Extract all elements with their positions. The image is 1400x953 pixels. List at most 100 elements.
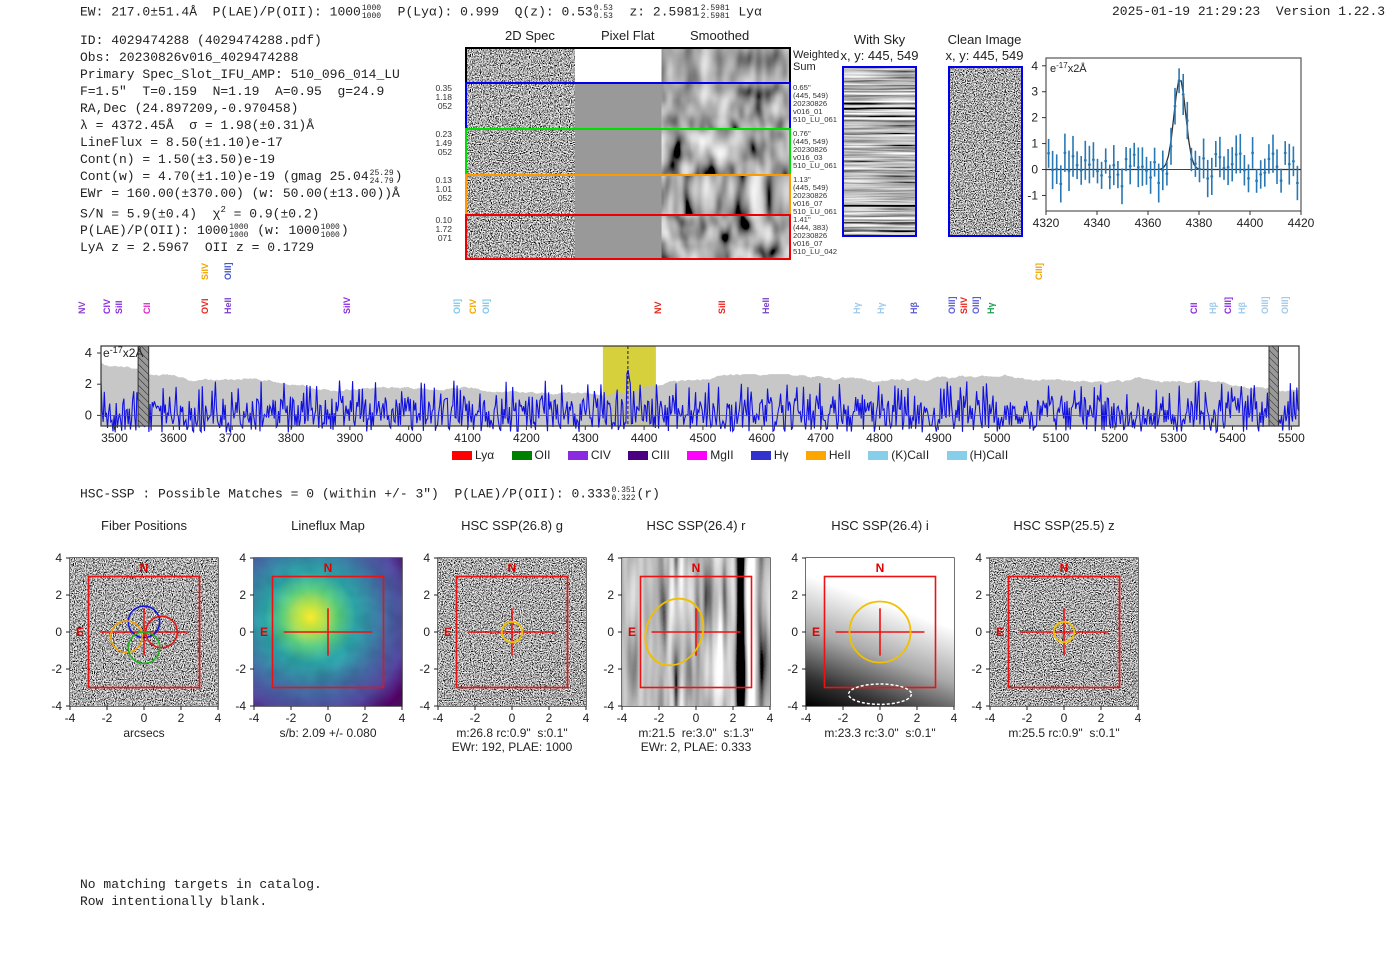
- svg-text:-4: -4: [971, 699, 982, 713]
- svg-text:4900: 4900: [925, 431, 952, 445]
- svg-text:-2: -2: [51, 662, 62, 676]
- svg-text:4: 4: [1135, 711, 1142, 725]
- svg-text:4: 4: [951, 711, 958, 725]
- svg-text:4600: 4600: [748, 431, 775, 445]
- svg-text:5400: 5400: [1219, 431, 1246, 445]
- svg-text:2: 2: [914, 711, 921, 725]
- svg-text:N: N: [324, 561, 333, 575]
- svg-text:3600: 3600: [160, 431, 187, 445]
- svg-text:E: E: [76, 625, 84, 639]
- svg-text:E: E: [444, 625, 452, 639]
- svg-text:4: 4: [767, 711, 774, 725]
- svg-text:5500: 5500: [1278, 431, 1305, 445]
- svg-text:2: 2: [730, 711, 737, 725]
- svg-text:4: 4: [239, 551, 246, 565]
- svg-text:4340: 4340: [1084, 216, 1111, 230]
- svg-text:E: E: [996, 625, 1004, 639]
- svg-text:-4: -4: [65, 711, 76, 725]
- svg-text:2: 2: [546, 711, 553, 725]
- svg-text:0: 0: [423, 625, 430, 639]
- svg-text:4700: 4700: [807, 431, 834, 445]
- svg-text:0: 0: [1031, 163, 1038, 177]
- svg-text:0: 0: [607, 625, 614, 639]
- svg-text:4: 4: [607, 551, 614, 565]
- svg-text:1: 1: [1031, 137, 1038, 151]
- svg-text:4400: 4400: [1237, 216, 1264, 230]
- svg-text:E: E: [628, 625, 636, 639]
- svg-text:2: 2: [239, 588, 246, 602]
- svg-text:0: 0: [85, 407, 92, 422]
- svg-text:-2: -2: [654, 711, 665, 725]
- svg-text:4: 4: [975, 551, 982, 565]
- svg-text:2: 2: [607, 588, 614, 602]
- svg-text:-2: -2: [971, 662, 982, 676]
- svg-text:-2: -2: [838, 711, 849, 725]
- svg-text:0: 0: [791, 625, 798, 639]
- svg-text:3: 3: [1031, 85, 1038, 99]
- svg-text:4: 4: [55, 551, 62, 565]
- svg-text:N: N: [876, 561, 885, 575]
- svg-text:-4: -4: [787, 699, 798, 713]
- svg-text:-2: -2: [603, 662, 614, 676]
- svg-text:4320: 4320: [1033, 216, 1060, 230]
- svg-text:2: 2: [1098, 711, 1105, 725]
- svg-text:5200: 5200: [1101, 431, 1128, 445]
- svg-text:4300: 4300: [572, 431, 599, 445]
- svg-text:-4: -4: [433, 711, 444, 725]
- svg-text:0: 0: [325, 711, 332, 725]
- svg-text:-4: -4: [801, 711, 812, 725]
- svg-text:4100: 4100: [454, 431, 481, 445]
- svg-text:0: 0: [55, 625, 62, 639]
- svg-text:-2: -2: [419, 662, 430, 676]
- svg-text:e-17x2Å: e-17x2Å: [1050, 61, 1087, 75]
- svg-text:-2: -2: [102, 711, 113, 725]
- svg-text:0: 0: [141, 711, 148, 725]
- svg-text:-4: -4: [249, 711, 260, 725]
- svg-text:4: 4: [1031, 59, 1038, 73]
- svg-text:5300: 5300: [1160, 431, 1187, 445]
- svg-text:2: 2: [1031, 111, 1038, 125]
- svg-text:-2: -2: [1022, 711, 1033, 725]
- svg-text:4: 4: [583, 711, 590, 725]
- svg-text:0: 0: [1061, 711, 1068, 725]
- svg-text:3500: 3500: [101, 431, 128, 445]
- svg-text:-2: -2: [235, 662, 246, 676]
- svg-text:4: 4: [423, 551, 430, 565]
- svg-text:N: N: [692, 561, 701, 575]
- svg-text:4360: 4360: [1135, 216, 1162, 230]
- svg-text:2: 2: [423, 588, 430, 602]
- svg-text:2: 2: [85, 376, 92, 391]
- svg-text:-4: -4: [419, 699, 430, 713]
- svg-text:-4: -4: [617, 711, 628, 725]
- svg-text:N: N: [1060, 561, 1069, 575]
- svg-text:3800: 3800: [278, 431, 305, 445]
- svg-text:4420: 4420: [1288, 216, 1315, 230]
- svg-text:-2: -2: [470, 711, 481, 725]
- svg-text:E: E: [260, 625, 268, 639]
- svg-text:-1: -1: [1027, 188, 1038, 202]
- svg-text:0: 0: [975, 625, 982, 639]
- svg-text:0: 0: [877, 711, 884, 725]
- svg-text:4: 4: [791, 551, 798, 565]
- svg-text:2: 2: [975, 588, 982, 602]
- svg-text:-2: -2: [286, 711, 297, 725]
- svg-text:4400: 4400: [631, 431, 658, 445]
- svg-text:4500: 4500: [690, 431, 717, 445]
- svg-text:-2: -2: [787, 662, 798, 676]
- svg-text:4800: 4800: [866, 431, 893, 445]
- svg-text:5100: 5100: [1043, 431, 1070, 445]
- svg-text:2: 2: [178, 711, 185, 725]
- svg-text:4: 4: [399, 711, 406, 725]
- svg-text:-4: -4: [51, 699, 62, 713]
- svg-text:N: N: [140, 561, 149, 575]
- svg-text:0: 0: [509, 711, 516, 725]
- svg-text:3700: 3700: [219, 431, 246, 445]
- svg-text:4000: 4000: [395, 431, 422, 445]
- svg-text:4380: 4380: [1186, 216, 1213, 230]
- svg-text:0: 0: [239, 625, 246, 639]
- svg-text:E: E: [812, 625, 820, 639]
- svg-text:2: 2: [362, 711, 369, 725]
- svg-text:4200: 4200: [513, 431, 540, 445]
- svg-text:4: 4: [215, 711, 222, 725]
- svg-text:-4: -4: [603, 699, 614, 713]
